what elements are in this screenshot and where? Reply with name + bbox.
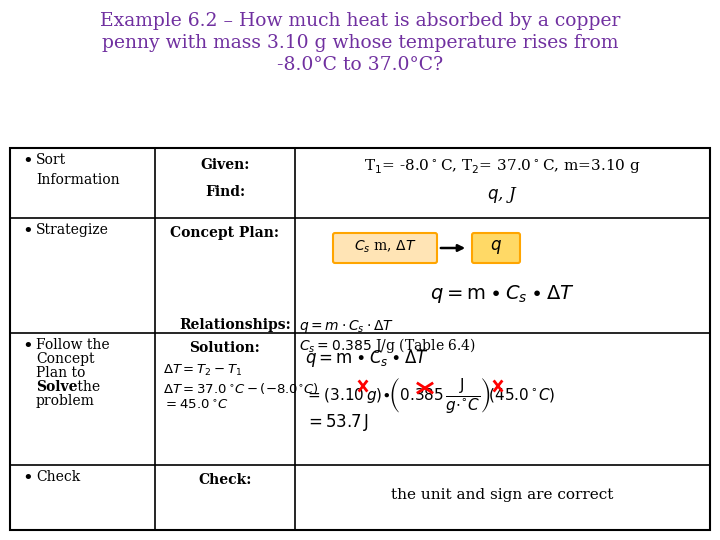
Text: $q = \mathrm{m} \bullet C_s \bullet \Delta T$: $q = \mathrm{m} \bullet C_s \bullet \Del… (305, 348, 428, 369)
Text: •: • (22, 338, 32, 356)
Text: -8.0°C to 37.0°C?: -8.0°C to 37.0°C? (277, 56, 443, 74)
Text: Concept: Concept (36, 352, 94, 366)
FancyBboxPatch shape (472, 233, 520, 263)
Bar (10, 148, 710, 530)
Text: $= (3.10\,g){\bullet}\!\left(0.385\,\dfrac{\mathrm{J}}{g{\cdot}^{\circ}C}\right): $= (3.10\,g){\bullet}\!\left(0.385\,\dfr… (305, 376, 555, 415)
Text: the: the (73, 380, 100, 394)
Text: Example 6.2 – How much heat is absorbed by a copper: Example 6.2 – How much heat is absorbed … (100, 12, 620, 30)
Text: •: • (22, 223, 32, 241)
Text: $q = \mathrm{m} \bullet C_s \bullet \Delta T$: $q = \mathrm{m} \bullet C_s \bullet \Del… (430, 283, 575, 305)
Text: Plan to: Plan to (36, 366, 86, 380)
Text: Check:: Check: (198, 473, 252, 487)
Text: $q = m \cdot C_s \cdot \Delta T$: $q = m \cdot C_s \cdot \Delta T$ (299, 318, 394, 335)
FancyBboxPatch shape (333, 233, 437, 263)
Text: •: • (22, 153, 32, 171)
Text: penny with mass 3.10 g whose temperature rises from: penny with mass 3.10 g whose temperature… (102, 34, 618, 52)
Text: $C_s = 0.385$ J/g (Table 6.4): $C_s = 0.385$ J/g (Table 6.4) (299, 336, 476, 355)
Text: problem: problem (36, 394, 95, 408)
Text: Solve: Solve (36, 380, 78, 394)
Text: Check: Check (36, 470, 80, 484)
Text: $C_s$ m, $\Delta T$: $C_s$ m, $\Delta T$ (354, 239, 416, 255)
Text: Solution:: Solution: (189, 341, 261, 355)
Text: Given:: Given: (200, 158, 250, 172)
Text: $\Delta T = 37.0\,^{\circ}C - (-8.0^{\circ}C)$: $\Delta T = 37.0\,^{\circ}C - (-8.0^{\ci… (163, 381, 319, 396)
Text: Sort
Information: Sort Information (36, 153, 120, 186)
Text: $= 53.7\,\mathrm{J}$: $= 53.7\,\mathrm{J}$ (305, 412, 369, 433)
Text: Find:: Find: (205, 185, 245, 199)
Text: Strategize: Strategize (36, 223, 109, 237)
Text: $q$: $q$ (490, 238, 502, 256)
Text: $\Delta T = T_2 - T_1$: $\Delta T = T_2 - T_1$ (163, 363, 242, 378)
Text: $= 45.0\,^{\circ}C$: $= 45.0\,^{\circ}C$ (163, 399, 228, 412)
Text: the unit and sign are correct: the unit and sign are correct (391, 489, 613, 503)
Text: Concept Plan:: Concept Plan: (171, 226, 279, 240)
Text: Follow the: Follow the (36, 338, 109, 352)
Text: T$_1$= -8.0$^\circ$C, T$_2$= 37.0$^\circ$C, m=3.10 g: T$_1$= -8.0$^\circ$C, T$_2$= 37.0$^\circ… (364, 158, 641, 177)
Text: $q$, J: $q$, J (487, 185, 518, 205)
Text: Relationships:: Relationships: (179, 318, 291, 332)
Text: •: • (22, 470, 32, 488)
